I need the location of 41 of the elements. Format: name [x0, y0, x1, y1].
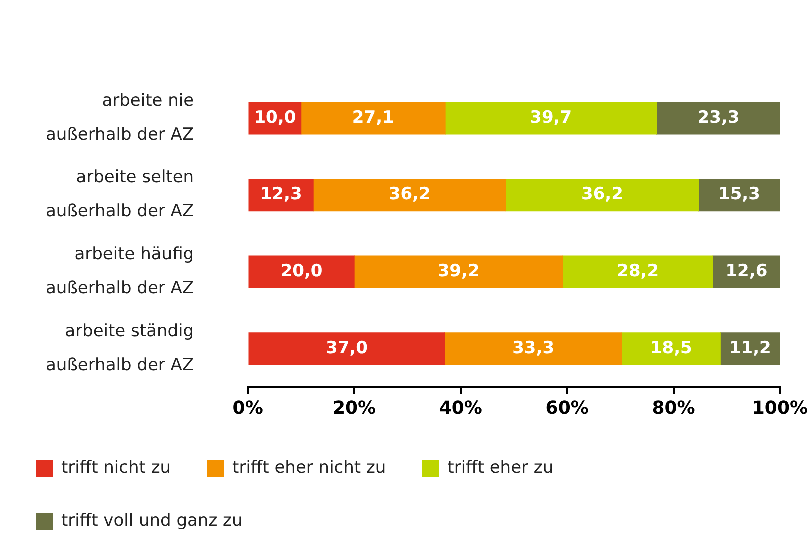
- y-tick-label: arbeite häufig außerhalb der AZ: [46, 244, 194, 299]
- data-label: 12,3: [260, 184, 302, 205]
- x-tick-label: 20%: [332, 398, 376, 419]
- bar: [300, 102, 446, 135]
- data-label: 10,0: [254, 108, 296, 128]
- bar: [248, 256, 355, 288]
- y-tick-label: arbeite nie außerhalb der AZ: [46, 90, 194, 145]
- legend-label: trifft voll und ganz zu: [62, 510, 243, 531]
- bar: [656, 102, 780, 135]
- y-tick-label: arbeite ständig außerhalb der AZ: [46, 321, 194, 376]
- data-label: 20,0: [280, 262, 323, 282]
- data-label: 23,3: [698, 108, 740, 128]
- data-label: 36,2: [388, 184, 431, 205]
- data-label: 33,3: [512, 338, 555, 358]
- x-tick-label: 100%: [752, 398, 808, 419]
- data-label: 11,2: [729, 338, 772, 358]
- data-label: 15,3: [718, 184, 760, 205]
- data-label: 36,2: [581, 184, 624, 205]
- x-tick-label: 0%: [232, 398, 264, 419]
- bar: [354, 256, 564, 288]
- data-label: 39,2: [438, 262, 480, 282]
- bar: [445, 102, 658, 135]
- data-label: 28,2: [617, 262, 660, 282]
- bar: [562, 256, 714, 288]
- y-tick-label: arbeite selten außerhalb der AZ: [46, 168, 194, 222]
- bar: [444, 332, 622, 366]
- data-label: 18,5: [650, 338, 692, 358]
- data-label: 27,1: [352, 108, 394, 128]
- bar: [622, 332, 721, 366]
- legend-label: trifft nicht zu: [62, 458, 172, 478]
- bar: [506, 178, 700, 212]
- legend-label: trifft eher nicht zu: [232, 458, 386, 478]
- data-label: 37,0: [326, 338, 368, 358]
- bar: [313, 178, 506, 212]
- data-label: 12,6: [726, 262, 768, 282]
- legend-label: trifft eher zu: [448, 458, 554, 478]
- x-tick-label: 60%: [546, 398, 589, 419]
- x-tick-label: 40%: [439, 398, 482, 419]
- data-label: 39,7: [530, 108, 572, 128]
- x-tick-label: 80%: [652, 398, 696, 419]
- bar: [248, 332, 446, 366]
